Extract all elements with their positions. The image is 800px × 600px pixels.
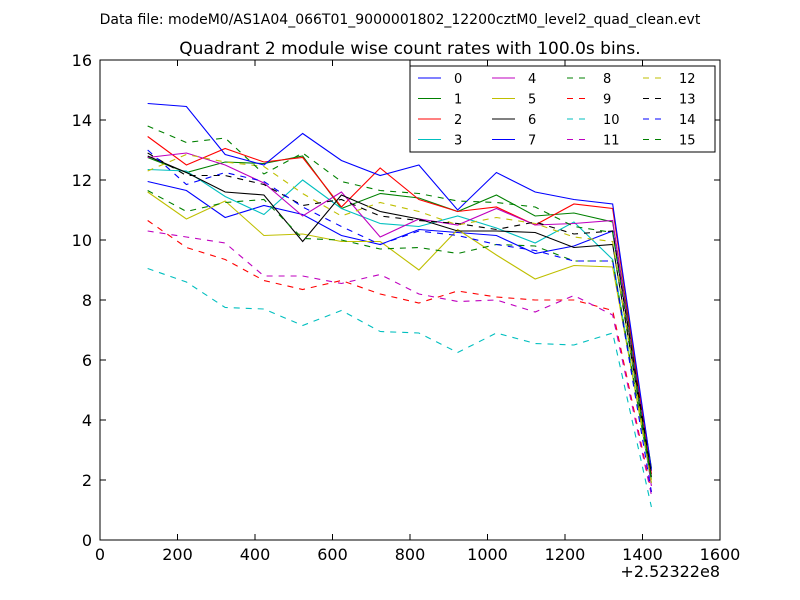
series-line-15 — [147, 125, 652, 481]
y-tick-label: 14 — [72, 111, 92, 130]
x-offset-label: +2.52322e8 — [620, 562, 720, 581]
series-layer — [147, 102, 652, 508]
x-tick-label: 600 — [317, 545, 348, 564]
legend-label-13: 13 — [679, 93, 696, 108]
legend-label-1: 1 — [454, 93, 462, 108]
series-line-7 — [147, 102, 652, 470]
ticks-layer: 0 200 400 600 800 1000 1200 1400 160002468101214… — [72, 51, 741, 564]
legend-label-6: 6 — [528, 113, 536, 128]
legend-label-5: 5 — [528, 93, 536, 108]
legend-label-12: 12 — [679, 72, 696, 87]
series-line-5 — [147, 191, 652, 481]
series-line-13 — [147, 152, 652, 475]
x-tick-label: 800 — [395, 545, 426, 564]
x-tick-label: 400 — [240, 545, 271, 564]
legend-label-3: 3 — [454, 134, 462, 149]
x-tick-label: 1600 — [700, 545, 741, 564]
figure-suptitle: Data file: modeM0/AS1A04_066T01_90000018… — [100, 12, 701, 28]
legend-label-11: 11 — [603, 134, 620, 149]
legend-label-10: 10 — [603, 113, 620, 128]
y-tick-label: 12 — [72, 171, 92, 190]
chart-title: Quadrant 2 module wise count rates with … — [179, 39, 640, 59]
y-tick-label: 16 — [72, 51, 92, 70]
axes-frame — [99, 59, 721, 541]
legend-label-9: 9 — [603, 93, 611, 108]
legend-label-7: 7 — [528, 134, 536, 149]
legend-frame — [409, 65, 716, 153]
legend-label-8: 8 — [603, 72, 611, 87]
x-tick-label: 0 — [95, 545, 105, 564]
x-tick-label: 1400 — [622, 545, 663, 564]
y-tick-label: 4 — [82, 411, 92, 430]
series-line-8 — [147, 190, 652, 481]
y-tick-label: 10 — [72, 231, 92, 250]
legend-label-15: 15 — [679, 134, 696, 149]
series-line-3 — [147, 168, 652, 484]
x-tick-label: 200 — [162, 545, 193, 564]
series-line-12 — [147, 153, 652, 484]
x-tick-label: 1200 — [545, 545, 586, 564]
legend-label-14: 14 — [679, 113, 696, 128]
series-line-11 — [147, 230, 652, 496]
legend-label-4: 4 — [528, 72, 536, 87]
legend-label-0: 0 — [454, 72, 462, 87]
legend-label-2: 2 — [454, 113, 462, 128]
y-tick-label: 0 — [82, 531, 92, 550]
y-tick-label: 6 — [82, 351, 92, 370]
x-tick-label: 1000 — [467, 545, 508, 564]
series-line-0 — [147, 180, 652, 472]
series-line-2 — [147, 136, 652, 475]
y-tick-label: 2 — [82, 471, 92, 490]
series-line-6 — [147, 155, 652, 478]
series-line-14 — [147, 149, 652, 493]
y-tick-label: 8 — [82, 291, 92, 310]
